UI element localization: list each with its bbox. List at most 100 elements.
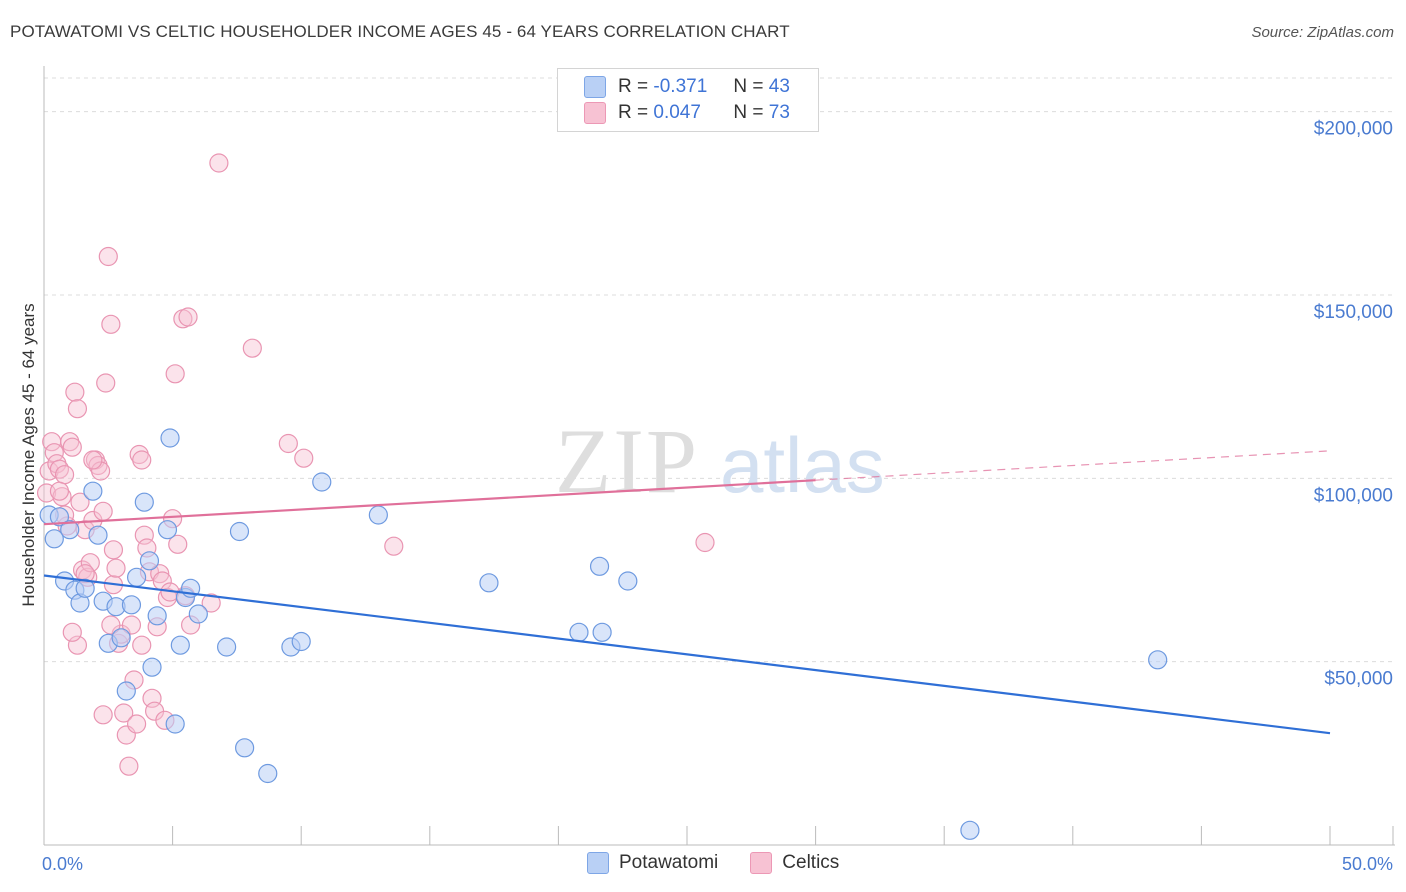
celtics-point <box>80 553 100 573</box>
potawatomi-point <box>258 763 278 784</box>
celtics-point <box>49 459 70 479</box>
celtics-point <box>93 501 113 521</box>
celtics-point <box>83 450 103 470</box>
legend-item-potawatomi[interactable]: Potawatomi <box>587 852 718 874</box>
potawatomi-point <box>44 529 64 549</box>
celtics-point <box>101 615 121 635</box>
y-tick-label: $50,000 <box>1324 669 1393 690</box>
potawatomi-point <box>569 622 589 642</box>
watermark: ZIP atlas <box>555 410 885 512</box>
potawatomi-point <box>60 520 80 540</box>
celtics-swatch <box>584 102 606 124</box>
potawatomi-point <box>1148 650 1168 670</box>
potawatomi-point <box>126 567 147 587</box>
grid-lines <box>44 77 1395 663</box>
n-value: 73 <box>768 102 790 123</box>
celtics-point <box>168 534 188 554</box>
r-value: 0.047 <box>653 102 701 123</box>
y-tick-label: $100,000 <box>1314 485 1393 506</box>
potawatomi-point <box>479 573 499 593</box>
celtics-point <box>49 481 70 501</box>
stats-legend: R = -0.371 N = 43 R = 0.047 N = 73 <box>557 68 819 132</box>
n-value: 43 <box>768 76 790 97</box>
potawatomi-points <box>39 428 1168 840</box>
celtics-point <box>132 635 152 655</box>
potawatomi-point <box>116 681 136 701</box>
r-label: R = <box>618 76 649 97</box>
potawatomi-point <box>368 505 388 525</box>
celtics-point <box>67 399 88 419</box>
celtics-point <box>278 433 298 454</box>
potawatomi-swatch <box>584 76 606 98</box>
celtics-trend-line <box>43 479 816 526</box>
source-label: Source: ZipAtlas.com <box>1251 24 1394 41</box>
y-tick-label: $150,000 <box>1314 302 1393 323</box>
celtics-point <box>178 307 198 327</box>
n-label: N = <box>733 76 764 97</box>
celtics-point <box>209 153 229 173</box>
r-value: -0.371 <box>653 76 708 97</box>
celtics-point <box>106 558 126 578</box>
potawatomi-point <box>83 481 103 501</box>
celtics-point <box>119 756 139 776</box>
celtics-point <box>294 448 314 468</box>
potawatomi-point <box>88 525 108 545</box>
celtics-point <box>62 437 82 457</box>
celtics-point <box>96 373 116 393</box>
celtics-point <box>54 465 75 485</box>
y-tick-label: $200,000 <box>1314 119 1393 140</box>
celtics-point <box>242 338 262 358</box>
potawatomi-point <box>235 738 255 758</box>
legend-label: Potawatomi <box>619 852 719 873</box>
potawatomi-point <box>49 507 70 527</box>
potawatomi-point <box>75 578 95 598</box>
potawatomi-point <box>160 428 180 448</box>
stats-row-celtics: R = 0.047 N = 73 <box>584 101 790 125</box>
potawatomi-point <box>217 637 237 657</box>
celtics-point <box>121 615 142 635</box>
x-tick-label: 50.0% <box>1342 854 1393 874</box>
potawatomi-point <box>229 521 250 542</box>
potawatomi-swatch <box>587 852 609 874</box>
celtics-points <box>36 153 715 776</box>
celtics-point <box>165 364 185 384</box>
potawatomi-trend-line <box>43 574 1331 735</box>
potawatomi-point <box>592 622 612 642</box>
celtics-point <box>150 564 170 584</box>
celtics-point <box>101 314 121 334</box>
potawatomi-point <box>589 556 610 576</box>
legend-item-celtics[interactable]: Celtics <box>750 852 839 874</box>
celtics-point <box>90 461 111 481</box>
celtics-point <box>70 492 90 512</box>
series-legend: Potawatomi Celtics <box>587 852 871 874</box>
celtics-point <box>62 622 82 642</box>
potawatomi-point <box>170 635 190 655</box>
potawatomi-point <box>960 820 980 840</box>
y-axis-title: Householder Income Ages 45 - 64 years <box>19 303 38 606</box>
r-label: R = <box>618 102 649 123</box>
potawatomi-point <box>134 492 154 512</box>
celtics-point <box>132 450 152 470</box>
celtics-point <box>93 705 113 725</box>
watermark-atlas: atlas <box>720 421 885 509</box>
celtics-swatch <box>750 852 773 874</box>
n-label: N = <box>733 102 764 123</box>
potawatomi-point <box>139 551 160 571</box>
axis-labels: $50,000 $100,000 $150,000 $200,000 0.0% 50.0%… <box>19 119 1393 874</box>
potawatomi-point <box>291 631 311 652</box>
celtics-point <box>695 532 715 553</box>
celtics-point <box>103 540 124 560</box>
potawatomi-point <box>312 472 332 492</box>
celtics-point <box>98 246 118 267</box>
stats-row-potawatomi: R = -0.371 N = 43 <box>584 75 790 99</box>
watermark-zip: ZIP <box>555 410 699 512</box>
celtics-point <box>65 382 85 402</box>
axes <box>43 66 1395 846</box>
legend-label: Celtics <box>782 852 840 873</box>
potawatomi-point <box>618 571 638 591</box>
celtics-point <box>201 593 221 613</box>
chart-title: POTAWATOMI VS CELTIC HOUSEHOLDER INCOME … <box>10 22 790 41</box>
potawatomi-point <box>188 604 208 624</box>
celtics-point <box>114 703 134 723</box>
